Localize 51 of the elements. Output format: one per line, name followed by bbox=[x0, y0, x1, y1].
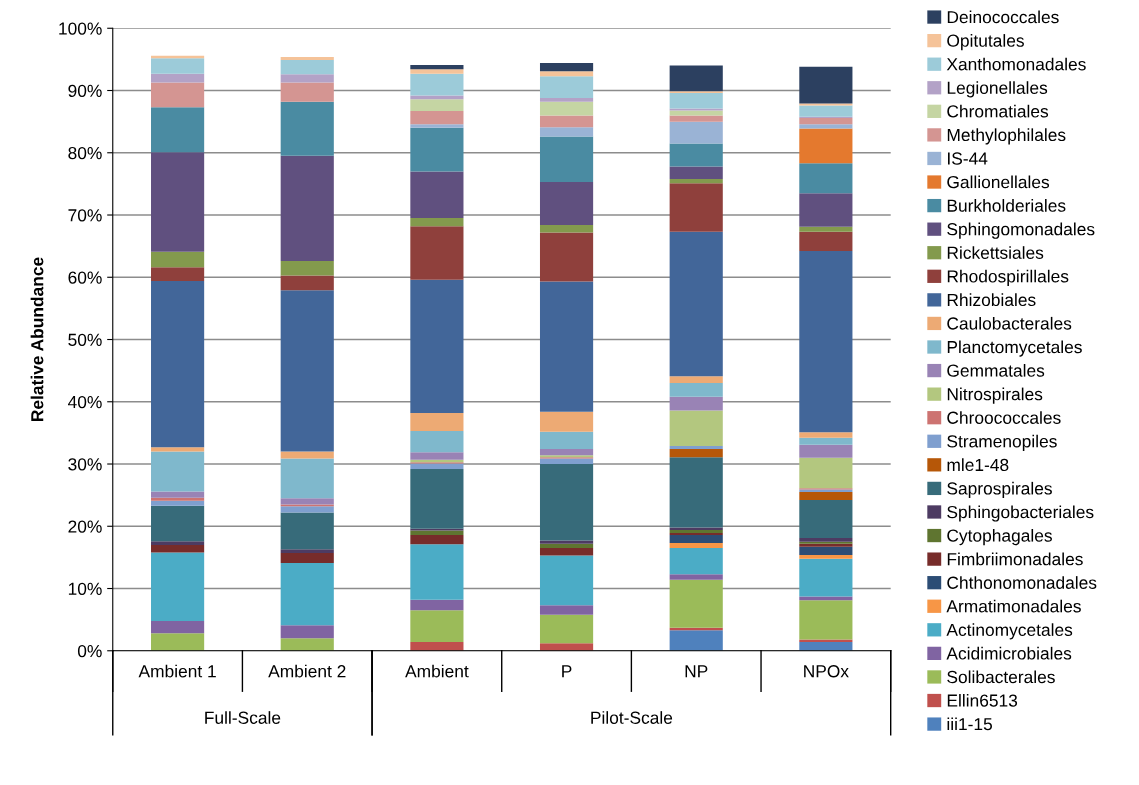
legend-label: Burkholderiales bbox=[947, 199, 1066, 212]
y-tick-label: 90% bbox=[68, 84, 102, 97]
legend-label: Gallionellales bbox=[947, 175, 1050, 189]
legend-label: Gemmatales bbox=[947, 364, 1045, 377]
x-tick-label: NP bbox=[685, 665, 708, 678]
legend-label: Nitrospirales bbox=[947, 387, 1043, 404]
x-tick-label: Ambient bbox=[405, 664, 469, 678]
legend-label: Rhodospirillales bbox=[947, 269, 1069, 286]
y-tick-label: 80% bbox=[68, 146, 102, 160]
y-tick-label: 70% bbox=[68, 209, 102, 222]
legend-label: Methylophilales bbox=[947, 128, 1066, 145]
legend-label: Caulobacterales bbox=[947, 316, 1072, 330]
legend-label: Fimbriimonadales bbox=[947, 552, 1083, 566]
legend-label: Ellin6513 bbox=[947, 693, 1018, 707]
legend-label: Chroococcales bbox=[947, 411, 1061, 424]
x-tick-label: NPOx bbox=[804, 665, 849, 678]
y-tick-label: 60% bbox=[68, 271, 102, 284]
y-tick-label: 50% bbox=[68, 333, 102, 346]
legend-label: Stramenopiles bbox=[947, 434, 1057, 451]
x-tick-label: Ambient 1 bbox=[138, 664, 216, 678]
x-tick-label: P bbox=[562, 665, 572, 678]
legend-label: Acidimicrobiales bbox=[946, 646, 1072, 660]
y-axis-title: Relative Abundance bbox=[30, 257, 44, 421]
legend-label: Actinomycetales bbox=[946, 623, 1073, 640]
text: Pilot-Scale bbox=[591, 711, 673, 724]
legend-label: Planctomycetales bbox=[947, 340, 1082, 357]
y-tick-label: 0% bbox=[77, 644, 102, 658]
legend-label: Opitutales bbox=[947, 34, 1024, 51]
legend-label: Saprospirales bbox=[947, 481, 1052, 499]
y-tick-label: 10% bbox=[68, 582, 102, 595]
legend-label: Rickettsiales bbox=[947, 246, 1044, 259]
legend-label: Sphingobacteriales bbox=[947, 505, 1094, 522]
y-tick-label: 40% bbox=[68, 395, 102, 409]
legend-label: Armatimonadales bbox=[946, 599, 1081, 613]
legend-label: Chthonomonadales bbox=[947, 576, 1097, 589]
legend-label: IS-44 bbox=[948, 152, 988, 165]
legend-label: mle1-48 bbox=[947, 458, 1009, 472]
legend-label: Sphingomonadales bbox=[947, 222, 1095, 239]
legend-label: iii1-15 bbox=[947, 717, 992, 731]
y-tick-label: 100% bbox=[59, 22, 102, 35]
legend-label: Chromatiales bbox=[947, 104, 1049, 118]
x-tick-label: Ambient 2 bbox=[268, 664, 346, 678]
text: Full-Scale bbox=[205, 711, 281, 724]
legend-label: Cytophagales bbox=[947, 529, 1052, 546]
legend-label: Xanthomonadales bbox=[946, 57, 1086, 71]
y-tick-label: 30% bbox=[68, 458, 102, 471]
legend-label: Deinococcales bbox=[947, 10, 1059, 24]
y-tick-label: 20% bbox=[68, 520, 102, 533]
legend-label: Legionellales bbox=[947, 81, 1048, 98]
legend-label: Solibacterales bbox=[947, 670, 1055, 684]
legend-label: Rhizobiales bbox=[947, 293, 1036, 307]
